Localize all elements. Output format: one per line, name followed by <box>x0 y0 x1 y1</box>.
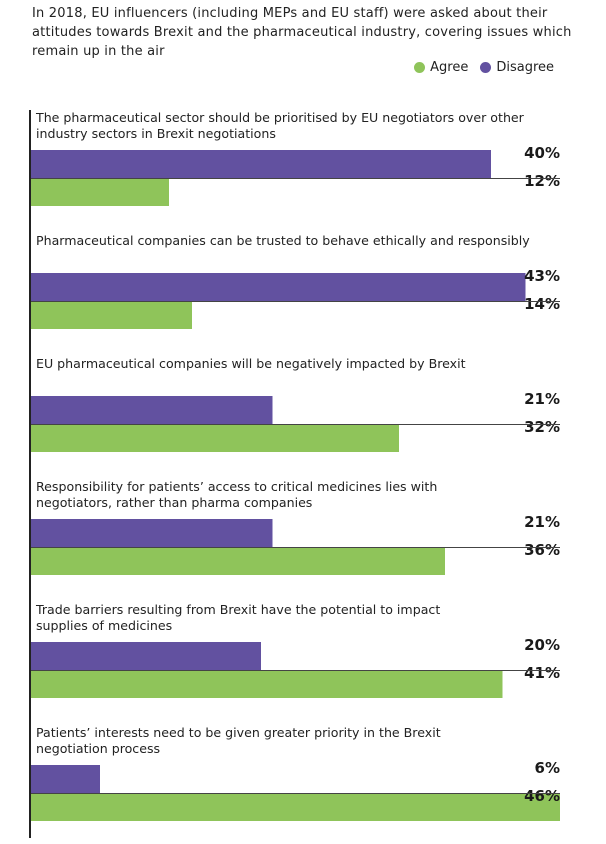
legend-entry-agree: Agree <box>414 60 468 75</box>
disagree-value-label-2: 43% <box>524 267 560 285</box>
disagree-bar-2 <box>31 273 526 301</box>
question-label-6-line-1: Patients’ interests need to be given gre… <box>36 725 441 740</box>
question-label-4-line-2: negotiators, rather than pharma companie… <box>36 495 312 510</box>
disagree-bar-3 <box>31 396 273 424</box>
agree-bar-5 <box>31 670 503 698</box>
disagree-bar-5 <box>31 642 261 670</box>
disagree-bar-1 <box>31 150 491 178</box>
legend-label-disagree: Disagree <box>496 60 554 75</box>
disagree-bar-6 <box>31 765 100 793</box>
agree-bar-6 <box>31 793 560 821</box>
agree-bar-4 <box>31 547 445 575</box>
agree-value-label-5: 41% <box>524 664 560 682</box>
disagree-value-label-3: 21% <box>524 390 560 408</box>
legend: Agree Disagree <box>406 60 554 75</box>
disagree-value-label-6: 6% <box>535 759 560 777</box>
chart-title: In 2018, EU influencers (including MEPs … <box>32 6 572 59</box>
question-label-2-line-1: Pharmaceutical companies can be trusted … <box>36 233 530 248</box>
disagree-bar-4 <box>31 519 273 547</box>
legend-label-agree: Agree <box>430 60 469 75</box>
disagree-value-label-4: 21% <box>524 513 560 531</box>
question-label-1-line-2: industry sectors in Brexit negotiations <box>36 126 276 141</box>
agree-value-label-3: 32% <box>524 418 560 436</box>
question-label-5-line-2: supplies of medicines <box>36 618 172 633</box>
legend-entry-disagree: Disagree <box>480 60 554 75</box>
agree-bar-3 <box>31 424 399 452</box>
legend-swatch-disagree <box>480 62 492 73</box>
disagree-value-label-5: 20% <box>524 636 560 654</box>
disagree-value-label-1: 40% <box>524 144 560 162</box>
question-label-1-line-1: The pharmaceutical sector should be prio… <box>35 110 525 125</box>
question-label-4-line-1: Responsibility for patients’ access to c… <box>36 479 437 494</box>
question-label-6-line-2: negotiation process <box>36 741 160 756</box>
question-label-3-line-1: EU pharmaceutical companies will be nega… <box>36 356 466 371</box>
agree-value-label-4: 36% <box>524 541 560 559</box>
agree-value-label-1: 12% <box>524 172 560 190</box>
question-label-5-line-1: Trade barriers resulting from Brexit hav… <box>35 602 440 617</box>
agree-bar-2 <box>31 301 192 329</box>
agree-value-label-2: 14% <box>524 295 560 313</box>
legend-swatch-agree <box>414 62 426 73</box>
agree-bar-1 <box>31 178 169 206</box>
agree-value-label-6: 46% <box>524 787 560 805</box>
